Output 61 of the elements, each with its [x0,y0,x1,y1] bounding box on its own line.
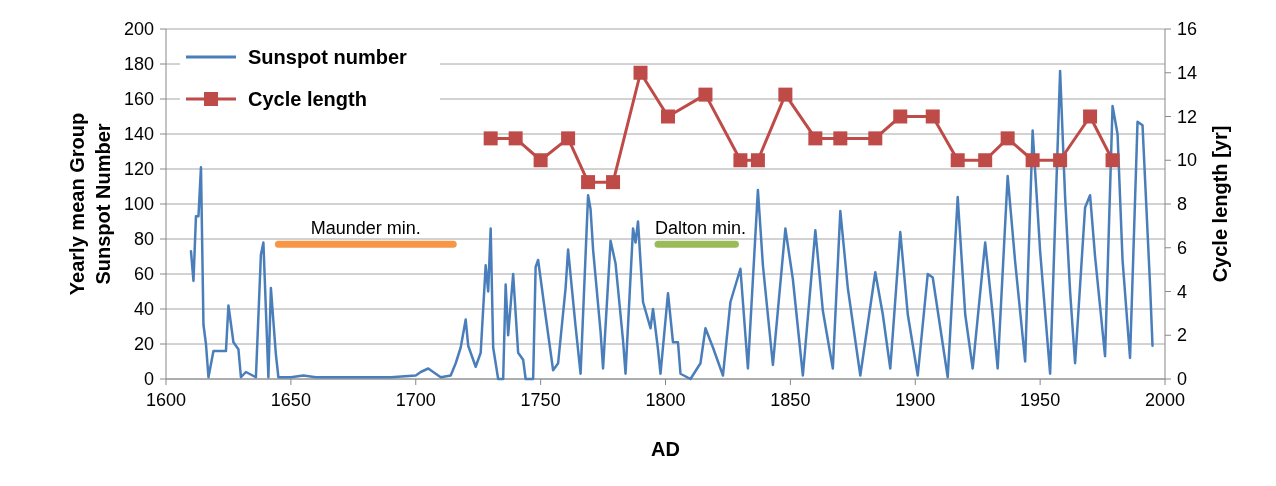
point [833,131,848,146]
x-tick-label: 1900 [895,390,936,410]
point [508,131,523,146]
point [1105,153,1120,168]
y-tick-label: 0 [143,369,154,389]
y-tick-label: 80 [133,229,154,249]
y2-tick-label: 8 [1177,194,1188,214]
annotation: Maunder min. [310,218,421,239]
line-series [189,69,1154,381]
y2-tick-label: 14 [1177,62,1198,83]
point [698,87,713,102]
y-tick-label: 100 [123,194,154,214]
point [633,65,648,80]
point [581,175,596,190]
annotation: Dalton min. [654,218,746,239]
y-axis-title: Yearly mean Group Sunspot Number [66,112,114,296]
point [778,87,793,102]
point [1000,131,1015,146]
x-tick-label: 1800 [645,390,686,410]
y-tick-label: 200 [123,19,154,39]
point [733,153,748,168]
y-tick-label: 160 [123,89,154,109]
point [978,153,993,168]
point [750,153,765,168]
point [868,131,883,146]
y-tick-label: 40 [133,299,154,319]
point [483,131,498,146]
y-tick-label: 140 [123,124,154,144]
x-tick-label: 1650 [270,390,311,410]
x-tick-label: 1600 [145,390,187,410]
legend-label: Sunspot number [248,46,408,68]
y-tick-label: 180 [123,54,154,74]
y2-tick-label: 4 [1177,281,1188,302]
point [1025,153,1040,168]
point [893,109,908,124]
x-tick-label: 1950 [1020,390,1061,410]
x-tick-label: 2000 [1144,390,1186,410]
y2-tick-label: 10 [1177,150,1198,171]
y2-axis-title: Cycle length [yr] [1209,125,1231,283]
y2-tick-label: 16 [1177,19,1198,39]
y2-tick-label: 2 [1177,325,1188,346]
y2-tick-label: 0 [1177,369,1188,389]
point [925,109,940,124]
point [950,153,965,168]
x-tick-label: 1700 [395,390,436,410]
x-tick-label: 1750 [520,390,561,410]
y2-tick-label: 6 [1177,237,1188,258]
point [808,131,823,146]
point [561,131,576,146]
y-tick-label: 120 [123,159,154,179]
point [1083,109,1098,124]
point [661,109,675,124]
y-tick-label: 60 [133,264,154,284]
x-tick-label: 1850 [770,390,811,410]
y-tick-label: 20 [133,334,154,354]
point [606,175,621,190]
legend-label: Cycle length [248,88,367,110]
point [533,153,548,168]
x-axis-title: AD [651,438,680,460]
y2-tick-label: 12 [1177,106,1198,127]
point [1053,153,1068,168]
